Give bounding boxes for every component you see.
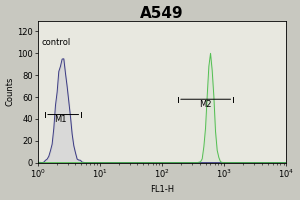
Text: M1: M1 — [54, 115, 67, 124]
Text: M2: M2 — [199, 100, 212, 109]
Title: A549: A549 — [140, 6, 184, 21]
Text: control: control — [42, 38, 71, 47]
X-axis label: FL1-H: FL1-H — [150, 185, 174, 194]
Y-axis label: Counts: Counts — [6, 77, 15, 106]
